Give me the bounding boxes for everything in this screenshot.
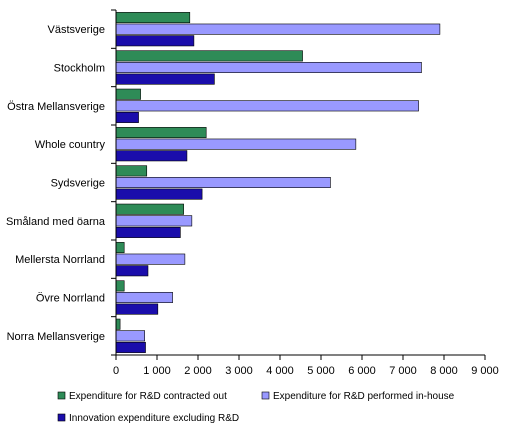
legend-label-1: Expenditure for R&D contracted out: [69, 391, 227, 402]
legend-swatch-2: [261, 391, 270, 400]
legend-swatch-3: [57, 413, 66, 422]
category-label: Stockholm: [54, 63, 105, 75]
bar-2-1: [115, 23, 441, 35]
category-labels: Västsverige Stockholm Östra Mellansverige W…: [6, 24, 106, 343]
category-label: Sydsverige: [51, 178, 105, 190]
bar-1-1: [115, 12, 191, 24]
legend-label-3: Innovation expenditure excluding R&D: [69, 413, 239, 424]
bar-1-3: [115, 88, 141, 100]
bar-1-5: [115, 165, 148, 177]
x-tick-label: 3 000: [225, 365, 253, 377]
bar-1-7: [115, 242, 125, 254]
x-tick-label: 2 000: [184, 365, 212, 377]
x-tick-label: 6 000: [348, 365, 376, 377]
x-tick-label: 0: [113, 365, 119, 377]
bar-2-6: [115, 215, 193, 227]
bar-3-5: [115, 188, 203, 200]
legend-swatch-1: [57, 391, 66, 400]
category-label: Västsverige: [48, 24, 105, 36]
category-label: Mellersta Norrland: [15, 254, 105, 266]
bar-3-3: [115, 111, 139, 123]
legend: Expenditure for R&D contracted out Expend…: [57, 391, 455, 424]
bar-1-6: [115, 203, 184, 215]
x-axis: 0 1 000 2 000 3 000 4 000 5 000 6 000 7 000 8 00…: [111, 9, 499, 377]
x-tick-label: 1 000: [143, 365, 171, 377]
bar-2-3: [115, 100, 419, 112]
category-label: Norra Mellansverige: [7, 331, 105, 343]
bar-2-7: [115, 253, 186, 265]
bar-3-1: [115, 35, 195, 47]
x-tick-label: 8 000: [430, 365, 458, 377]
bars-group: [115, 12, 441, 353]
bar-3-9: [115, 341, 146, 353]
category-label: Whole country: [35, 139, 106, 151]
bar-3-8: [115, 303, 159, 315]
legend-label-2: Expenditure for R&D performed in-house: [273, 391, 455, 402]
x-tick-label: 9 000: [471, 365, 499, 377]
bar-2-4: [115, 138, 357, 150]
bar-3-4: [115, 150, 188, 162]
category-label: Småland med öarna: [6, 216, 106, 228]
bar-3-7: [115, 265, 149, 277]
bar-1-4: [115, 127, 207, 139]
category-label: Övre Norrland: [36, 293, 105, 305]
bar-1-8: [115, 280, 125, 292]
bar-3-6: [115, 226, 181, 238]
bar-2-5: [115, 177, 331, 189]
category-label: Östra Mellansverige: [7, 101, 105, 113]
bar-2-8: [115, 291, 173, 303]
bar-2-9: [115, 330, 146, 342]
bar-2-2: [115, 61, 422, 73]
bar-3-2: [115, 73, 215, 85]
x-tick-label: 7 000: [389, 365, 417, 377]
bar-1-9: [115, 318, 121, 330]
x-tick-label: 5 000: [307, 365, 335, 377]
bar-1-2: [115, 50, 303, 62]
x-tick-label: 4 000: [266, 365, 294, 377]
